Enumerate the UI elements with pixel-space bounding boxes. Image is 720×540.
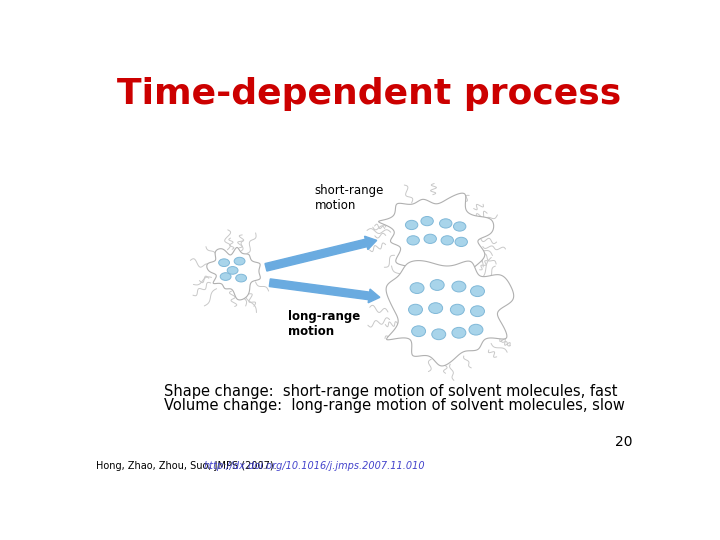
Ellipse shape — [235, 274, 246, 282]
Ellipse shape — [424, 234, 436, 244]
Ellipse shape — [431, 280, 444, 291]
Ellipse shape — [471, 306, 485, 316]
Polygon shape — [379, 193, 494, 273]
Polygon shape — [386, 261, 513, 366]
Ellipse shape — [228, 267, 238, 274]
Text: 20: 20 — [615, 435, 632, 449]
Ellipse shape — [219, 259, 230, 267]
Polygon shape — [207, 247, 261, 300]
Ellipse shape — [455, 237, 467, 247]
Ellipse shape — [220, 273, 231, 280]
FancyArrow shape — [269, 279, 380, 303]
Ellipse shape — [469, 325, 483, 335]
Ellipse shape — [441, 236, 454, 245]
Text: http://dx.doi.org/10.1016/j.jmps.2007.11.010: http://dx.doi.org/10.1016/j.jmps.2007.11… — [204, 461, 426, 471]
Ellipse shape — [454, 222, 466, 231]
Text: Volume change:  long-range motion of solvent molecules, slow: Volume change: long-range motion of solv… — [163, 398, 624, 413]
Ellipse shape — [412, 326, 426, 336]
Ellipse shape — [439, 219, 452, 228]
Ellipse shape — [451, 304, 464, 315]
Text: Shape change:  short-range motion of solvent molecules, fast: Shape change: short-range motion of solv… — [163, 384, 617, 400]
Text: Hong, Zhao, Zhou, Suo, JMPS (2007).: Hong, Zhao, Zhou, Suo, JMPS (2007). — [96, 461, 280, 471]
Ellipse shape — [410, 283, 424, 294]
FancyArrow shape — [265, 236, 377, 271]
Ellipse shape — [407, 236, 419, 245]
Text: long-range
motion: long-range motion — [287, 309, 360, 338]
Text: short-range
motion: short-range motion — [315, 184, 384, 212]
Ellipse shape — [421, 217, 433, 226]
Ellipse shape — [405, 220, 418, 230]
Ellipse shape — [452, 327, 466, 338]
Ellipse shape — [452, 281, 466, 292]
Ellipse shape — [234, 257, 245, 265]
Ellipse shape — [471, 286, 485, 296]
Ellipse shape — [428, 303, 443, 314]
Ellipse shape — [432, 329, 446, 340]
Text: Time-dependent process: Time-dependent process — [117, 77, 621, 111]
Ellipse shape — [408, 304, 423, 315]
